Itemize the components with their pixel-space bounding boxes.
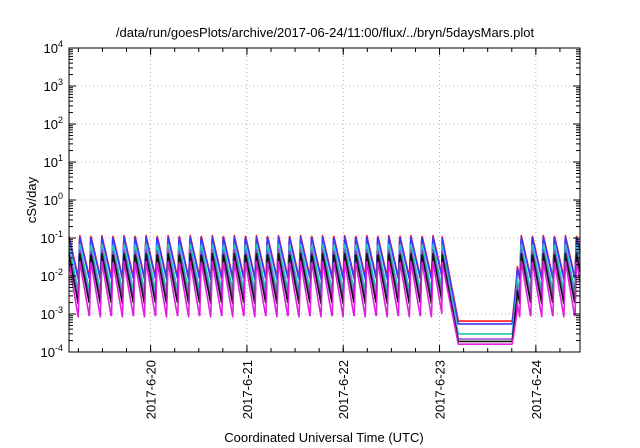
x-tick-label: 2017-6-23 [433,360,448,419]
y-tick-label: 10-1 [41,229,63,246]
y-tick-label: 10-4 [41,343,63,360]
y-tick-label: 10-2 [41,267,63,284]
y-tick-label: 10-3 [41,305,63,322]
data-series-line [68,260,581,346]
y-axis-label: cSv/day [24,176,39,223]
data-series-line [68,236,581,325]
data-series [68,234,581,346]
x-tick-label: 2017-6-22 [336,360,351,419]
data-series-line [68,243,581,335]
x-axis: 2017-6-20 2017-6-21 2017-6-22 2017-6-23 2017… [77,48,561,419]
data-series-line [68,253,581,343]
y-tick-label: 101 [44,153,63,170]
y-tick-label: 100 [44,191,63,208]
y-tick-label: 104 [44,39,63,56]
grid-lines [69,47,580,353]
chart-title: /data/run/goesPlots/archive/2017-06-24/1… [116,25,535,40]
x-tick-label: 2017-6-20 [144,360,159,419]
x-axis-label: Coordinated Universal Time (UTC) [224,430,423,445]
y-tick-label: 103 [44,77,63,94]
x-tick-label: 2017-6-21 [240,360,255,419]
y-tick-label: 102 [44,115,63,132]
y-axis: 10-4 10-3 10-2 10-1 100 101 102 103 104 [41,39,580,360]
x-tick-label: 2017-6-24 [529,360,544,419]
